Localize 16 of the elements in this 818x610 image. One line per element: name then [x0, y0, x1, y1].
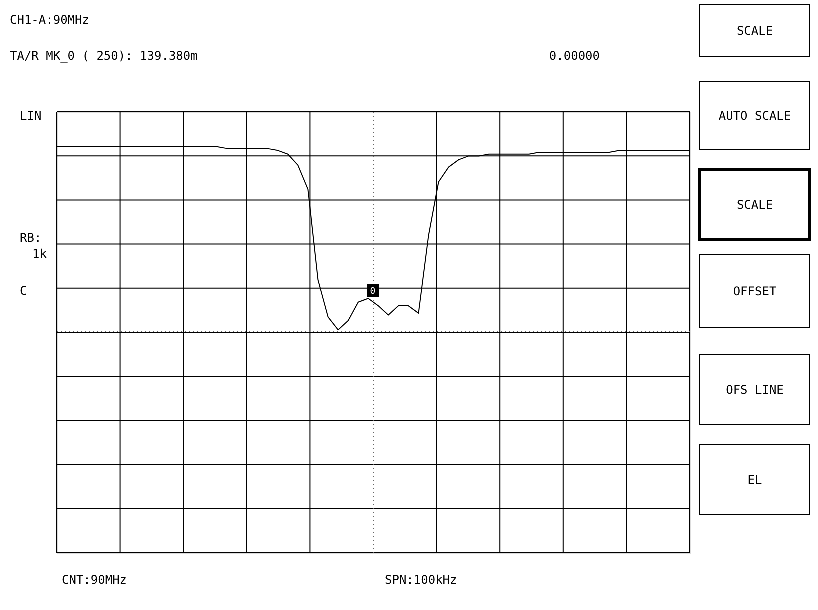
chart-subtitle: TA/R MK_0 ( 250): 139.380m [10, 49, 198, 63]
chart-title: CH1-A:90MHz [10, 13, 90, 27]
annotation: 0 [370, 287, 376, 297]
text: SCALE [736, 24, 774, 38]
text: C [20, 284, 28, 298]
text: RB: [20, 231, 42, 245]
text: SCALE [736, 198, 774, 212]
text: CNT:90MHz [62, 573, 128, 587]
text: LIN [20, 109, 42, 123]
text: EL [748, 473, 762, 487]
text: OFS LINE [726, 383, 784, 397]
text: SPN:100kHz [385, 573, 458, 587]
text: 0.00000 [549, 49, 600, 63]
text: 1k [32, 247, 48, 261]
text: OFFSET [733, 284, 777, 298]
text: AUTO SCALE [718, 109, 792, 123]
